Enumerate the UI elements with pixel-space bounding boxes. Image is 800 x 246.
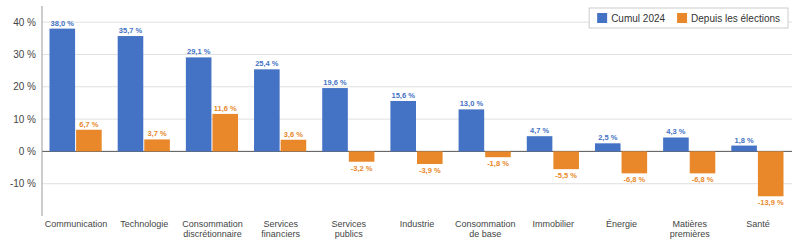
y-axis-line — [42, 6, 43, 216]
bar — [459, 109, 485, 151]
data-label: -1,8 % — [487, 159, 509, 168]
legend-label: Depuis les élections — [691, 13, 780, 24]
legend: Cumul 2024 Depuis les élections — [589, 8, 788, 28]
bar — [349, 151, 375, 161]
bar — [553, 151, 579, 169]
grid — [42, 22, 792, 184]
bar — [76, 130, 102, 152]
y-tick-label: 10 % — [13, 114, 36, 125]
bars — [50, 29, 784, 197]
chart: -10 % 0 % 10 % 20 % 30 % 40 % 38,0 % 35,7 % 29,1… — [0, 0, 800, 246]
x-tick-label: Servicesfinanciers — [261, 219, 300, 239]
grid-line — [42, 86, 792, 87]
grid-line — [42, 183, 792, 184]
legend-box — [589, 8, 788, 28]
data-label: 19,6 % — [323, 78, 347, 87]
y-tick-label: 20 % — [13, 81, 36, 92]
data-label: 4,7 % — [530, 126, 550, 135]
x-tick-label: Santé — [746, 219, 770, 229]
bar — [50, 29, 76, 152]
bar — [731, 146, 757, 152]
data-label: -3,2 % — [351, 164, 373, 173]
legend-swatch — [677, 13, 687, 23]
legend-label: Cumul 2024 — [611, 13, 665, 24]
x-tick-label: Consommationde base — [455, 219, 516, 239]
data-label: -3,9 % — [419, 166, 441, 175]
bar — [690, 151, 716, 173]
data-label: 13,0 % — [460, 99, 484, 108]
bar — [485, 151, 511, 157]
bar — [254, 69, 280, 151]
data-label: -6,8 % — [623, 175, 645, 184]
grid-line — [42, 54, 792, 55]
x-tick-label: Industrie — [400, 219, 435, 229]
x-tick-label: Servicespublics — [332, 219, 367, 239]
x-tick-label: Matièrespremières — [670, 219, 711, 239]
x-tick-label: Consommationdiscrétionnaire — [182, 219, 243, 239]
data-label: 15,6 % — [392, 91, 416, 100]
data-label: 29,1 % — [187, 47, 211, 56]
y-tick-label: 0 % — [19, 146, 36, 157]
bar — [186, 57, 212, 151]
bar — [144, 139, 170, 151]
x-tick-label: Technologie — [120, 219, 168, 229]
data-label: 3,6 % — [284, 130, 304, 139]
bar — [212, 114, 238, 151]
bar — [758, 151, 784, 196]
data-label: 25,4 % — [255, 59, 279, 68]
y-tick-label: 40 % — [13, 17, 36, 28]
legend-swatch — [597, 13, 607, 23]
data-label: 4,3 % — [666, 127, 686, 136]
bar — [417, 151, 443, 164]
grid-line — [42, 119, 792, 120]
data-label: 3,7 % — [147, 129, 167, 138]
bar — [622, 151, 648, 173]
bar — [281, 140, 307, 152]
data-label: -5,5 % — [555, 171, 577, 180]
data-label: 6,7 % — [79, 120, 99, 129]
data-label: 2,5 % — [598, 133, 618, 142]
bar — [527, 136, 553, 151]
bar — [390, 101, 416, 151]
x-tick-label: Immobilier — [533, 219, 575, 229]
data-label: 35,7 % — [119, 26, 143, 35]
data-label: 11,6 % — [214, 104, 237, 113]
data-label: -6,8 % — [692, 175, 714, 184]
x-tick-label: Énergie — [606, 219, 637, 229]
data-label: 1,8 % — [735, 136, 755, 145]
data-label: -13,9 % — [758, 198, 784, 207]
bar — [322, 88, 348, 151]
y-tick-label: 30 % — [13, 49, 36, 60]
x-tick-label: Communication — [45, 219, 108, 229]
bar — [663, 137, 689, 151]
bar — [595, 143, 621, 151]
y-tick-label: -10 % — [10, 178, 36, 189]
bar — [118, 36, 144, 151]
data-label: 38,0 % — [51, 19, 75, 28]
